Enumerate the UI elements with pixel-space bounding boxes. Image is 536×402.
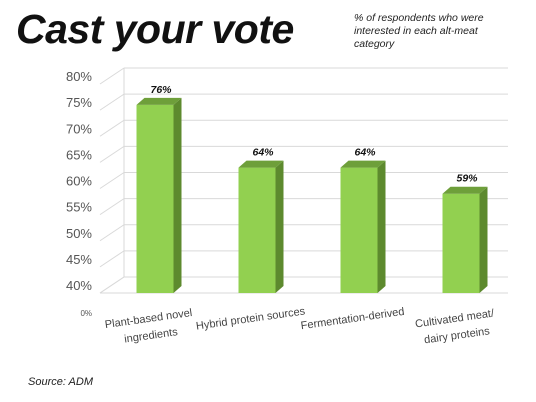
data-label: 59% [456, 173, 478, 185]
bar-side [479, 186, 488, 293]
gridline-diagonal [99, 250, 125, 268]
y-tick-label: 55% [66, 200, 92, 215]
x-tick-label: Fermentation-derived [300, 306, 405, 332]
data-label: 64% [252, 147, 274, 159]
y-tick-label: 40% [66, 278, 92, 293]
x-tick-label-line: Fermentation-derived [300, 306, 405, 332]
bar-side [173, 97, 182, 294]
bar [238, 167, 276, 293]
gridline-diagonal [99, 172, 125, 189]
gridline-diagonal [99, 198, 125, 216]
chart-subtitle: % of respondents who were interested in … [354, 12, 484, 50]
gridline-diagonal [99, 93, 125, 111]
y-tick-label: 75% [66, 95, 92, 110]
gridline-diagonal [99, 224, 125, 242]
x-tick-label-line: Plant-based novel [104, 307, 193, 331]
floor-edge [99, 276, 125, 294]
bar [340, 167, 378, 293]
y-tick-label: 65% [66, 147, 92, 162]
y-tick-label: 70% [66, 121, 92, 136]
y-tick-label: 45% [66, 252, 92, 267]
bar-top [136, 97, 182, 105]
x-tick-label-line: dairy proteins [423, 325, 491, 346]
x-tick-label: Cultivated meat/dairy proteins [414, 307, 495, 346]
bar [442, 193, 480, 293]
x-tick-label-line: Hybrid protein sources [195, 305, 306, 332]
bar-top [442, 186, 488, 194]
bar [136, 104, 174, 294]
bar-side [377, 160, 386, 293]
x-tick-label-line: ingredients [123, 326, 178, 345]
gridline-diagonal [99, 119, 125, 137]
y-tick-label: 80% [66, 69, 92, 84]
bar-top [238, 160, 284, 168]
gridline-diagonal [99, 145, 125, 163]
source-note: Source: ADM [28, 376, 94, 388]
base-label: 0% [80, 309, 92, 318]
x-tick-label: Hybrid protein sources [195, 305, 306, 332]
y-tick-label: 50% [66, 226, 92, 241]
gridline-diagonal [99, 67, 125, 85]
data-label: 64% [354, 147, 376, 159]
bar-side [275, 160, 284, 293]
bar-top [340, 160, 386, 168]
y-tick-label: 60% [66, 174, 92, 189]
chart-title: Cast your vote [16, 6, 294, 52]
data-label: 76% [150, 84, 172, 96]
